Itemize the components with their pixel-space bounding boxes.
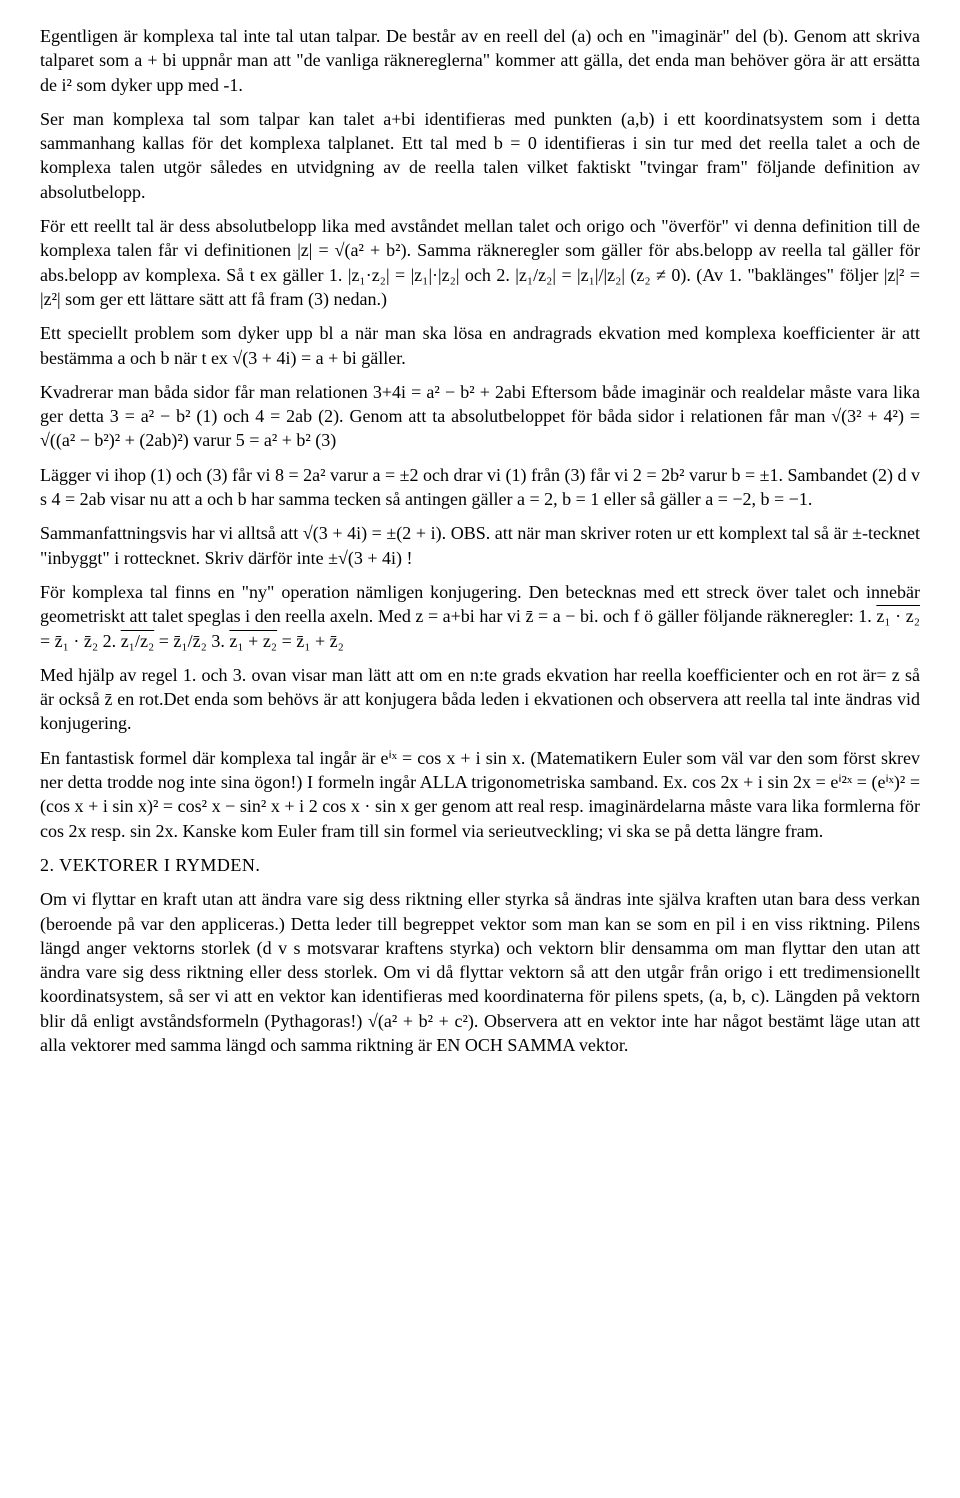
paragraph-problem: Ett speciellt problem som dyker upp bl a… [40,321,920,370]
overline-z1divz2: z₁/z₂ [121,631,155,651]
paragraph-vektor: Om vi flyttar en kraft utan att ändra va… [40,887,920,1057]
paragraph-absolutbelopp: För ett reellt tal är dess absolutbelopp… [40,214,920,311]
paragraph-sammanfattning: Sammanfattningsvis har vi alltså att √(3… [40,521,920,570]
paragraph-kvadrerar: Kvadrerar man båda sidor får man relatio… [40,380,920,453]
paragraph-talplane: Ser man komplexa tal som talpar kan tale… [40,107,920,204]
text-seg-8b: = z̄₁ · z̄₂ 2. [40,631,121,651]
overline-z1plusz2: z₁ + z₂ [229,631,277,651]
text-seg-8a: För komplexa tal finns en "ny" operation… [40,582,920,626]
text-seg-8c: = z̄₁/z̄₂ 3. [154,631,229,651]
paragraph-regel: Med hjälp av regel 1. och 3. ovan visar … [40,663,920,736]
overline-z1z2: z₁ · z₂ [876,606,920,626]
text-seg-8d: = z̄₁ + z̄₂ [277,631,344,651]
paragraph-lagger: Lägger vi ihop (1) och (3) får vi 8 = 2a… [40,463,920,512]
paragraph-intro: Egentligen är komplexa tal inte tal utan… [40,24,920,97]
section-heading-vektorer: 2. VEKTORER I RYMDEN. [40,853,920,877]
paragraph-euler: En fantastisk formel där komplexa tal in… [40,746,920,843]
paragraph-konjugering: För komplexa tal finns en "ny" operation… [40,580,920,653]
